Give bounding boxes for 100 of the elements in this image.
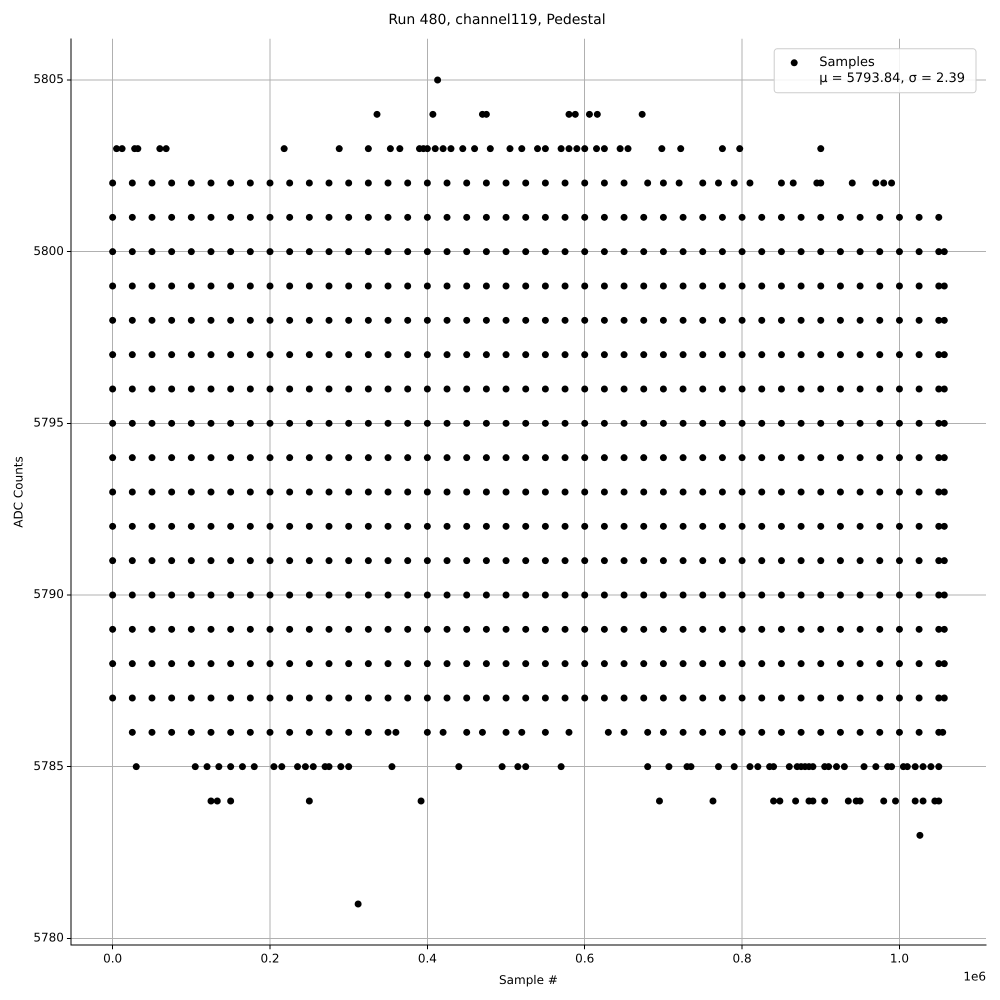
point [660,248,667,256]
x-tick-label: 0.0 [103,952,122,966]
point [916,282,923,290]
point [660,728,667,736]
point [326,351,333,358]
point [384,557,392,564]
point [306,454,313,462]
point [896,728,903,736]
point [188,351,195,358]
point [306,180,313,186]
point [502,282,510,290]
point [207,522,214,530]
point [562,214,569,221]
point [620,592,628,598]
point [286,351,294,358]
point [680,488,687,496]
point [562,386,569,392]
point [562,522,569,530]
point [286,488,294,496]
point [798,351,805,358]
point [432,145,439,152]
point [856,420,864,427]
point [718,248,726,256]
point [280,145,288,152]
point [758,626,766,633]
point [718,145,726,152]
point [856,351,864,358]
point [502,488,510,496]
point [246,214,254,221]
point [593,145,600,152]
point [162,145,170,152]
point [384,592,392,598]
point [856,214,864,221]
point [109,557,116,564]
point [940,316,948,324]
point [940,522,948,530]
point [266,282,274,290]
point [168,694,176,702]
point [836,557,844,564]
point [522,386,530,392]
point [392,728,400,736]
point [404,694,412,702]
point [246,728,254,736]
point [940,282,948,290]
point [736,145,744,152]
point [565,145,572,152]
point [699,557,706,564]
point [109,316,116,324]
point [148,351,156,358]
point [718,522,726,530]
point [286,694,294,702]
point [620,557,628,564]
point [660,351,667,358]
point [148,660,156,668]
point [128,454,136,462]
point [758,386,766,392]
point [482,488,490,496]
point [916,522,923,530]
point [227,316,234,324]
point [916,832,924,839]
point [770,798,778,804]
point [836,488,844,496]
point [109,282,116,290]
point [266,694,274,702]
point [581,145,588,152]
point [286,248,294,256]
point [876,282,884,290]
point [940,488,948,496]
point [294,763,302,770]
point [562,248,569,256]
point [326,522,333,530]
point [424,592,431,598]
point [478,728,486,736]
point [916,420,923,427]
point [128,592,136,598]
point [188,316,195,324]
point [286,214,294,221]
point [444,282,451,290]
point [326,282,333,290]
point [404,282,412,290]
point [246,694,254,702]
point [677,145,684,152]
point [482,316,490,324]
point [581,660,588,668]
point [876,557,884,564]
point [482,694,490,702]
point [522,626,530,633]
legend-label: Samples μ = 5793.84, σ = 2.39 [819,55,966,86]
point [246,488,254,496]
point [227,798,234,804]
point [364,660,372,668]
point [680,694,687,702]
point [514,763,522,770]
point [840,763,848,770]
point [109,694,116,702]
point [758,420,766,427]
point [109,420,116,427]
point [778,488,785,496]
point [148,282,156,290]
point [738,660,746,668]
